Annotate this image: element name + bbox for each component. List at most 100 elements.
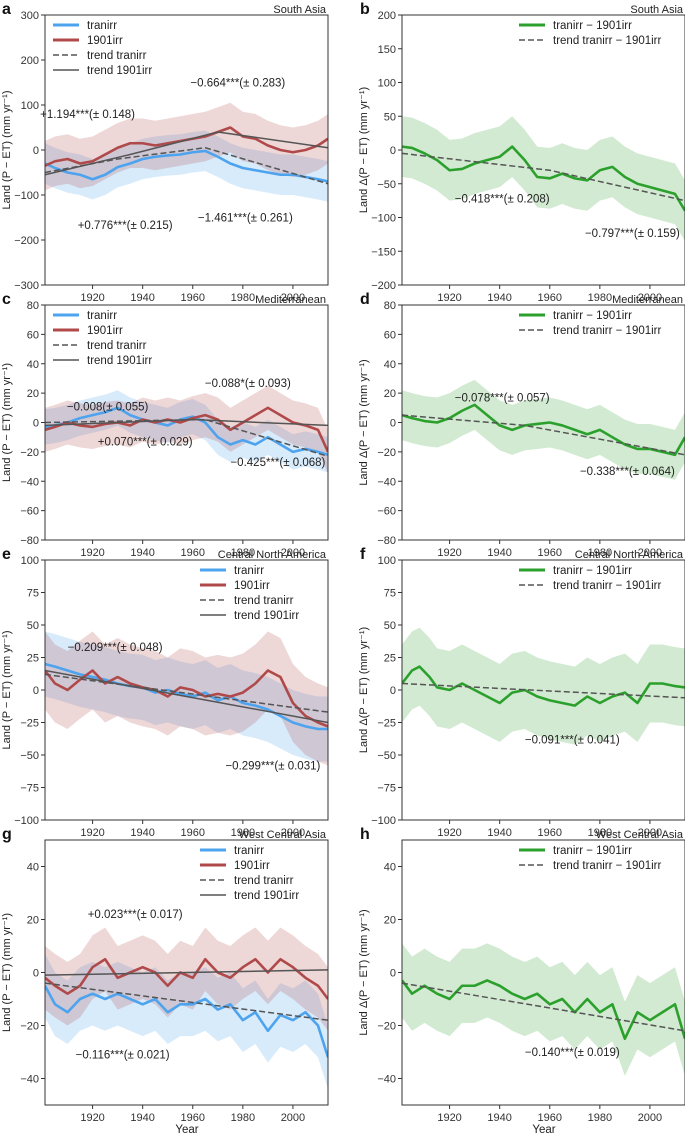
y-tick-label: 0 bbox=[390, 418, 396, 430]
annotation: −0.116***(± 0.021) bbox=[76, 1050, 170, 1062]
legend-label: trend tranirr − 1901irr bbox=[553, 580, 662, 592]
y-tick-label: 75 bbox=[384, 588, 396, 600]
x-tick-label: 2000 bbox=[281, 292, 305, 304]
y-tick-label: 80 bbox=[27, 300, 39, 312]
band-1901irr bbox=[45, 631, 328, 766]
panel-letter: d bbox=[360, 291, 370, 308]
y-tick-label: −40 bbox=[377, 1074, 396, 1086]
annotation: +0.776***(± 0.215) bbox=[78, 220, 173, 232]
y-tick-label: 80 bbox=[384, 300, 396, 312]
legend-label: tranirr bbox=[87, 310, 117, 322]
y-tick-label: −100 bbox=[14, 190, 39, 202]
x-tick-label: 1960 bbox=[181, 1112, 205, 1124]
legend-label: tranirr bbox=[234, 845, 264, 857]
band-1901irr bbox=[45, 927, 328, 1031]
annotation: −0.299***(± 0.031) bbox=[225, 760, 320, 772]
y-tick-label: −80 bbox=[20, 535, 39, 547]
annotation: −1.461***(± 0.261) bbox=[198, 213, 293, 225]
y-tick-label: −50 bbox=[377, 750, 396, 762]
y-tick-label: 75 bbox=[27, 588, 39, 600]
panel-e: −100 −75 −50 −25 0 25 50 75 100 1920 1940 1960 1980 2… bbox=[1, 546, 329, 839]
y-axis-label: Land (P − ET) (mm yr⁻¹) bbox=[1, 631, 13, 750]
y-tick-label: −25 bbox=[20, 718, 39, 730]
y-axis-label: Land (P − ET) (mm yr⁻¹) bbox=[1, 363, 13, 482]
y-tick-label: −20 bbox=[20, 447, 39, 459]
trend-line-trend-tranirr-1901irr bbox=[402, 682, 685, 699]
trend-line-trend-tranirr-1901irr bbox=[402, 414, 685, 456]
y-tick-label: −50 bbox=[377, 179, 396, 191]
y-tick-label: −20 bbox=[377, 1021, 396, 1033]
x-tick-label: 1940 bbox=[487, 547, 511, 559]
y-tick-label: −25 bbox=[377, 718, 396, 730]
trend-line-trend-1901irr bbox=[45, 669, 328, 724]
series-line-1901irr bbox=[45, 957, 328, 1000]
x-tick-label: 1980 bbox=[588, 547, 612, 559]
legend-label: trend tranirr bbox=[234, 595, 294, 607]
legend-label: tranirr − 1901irr bbox=[553, 565, 632, 577]
panel-title: Mediterranean bbox=[255, 294, 326, 306]
annotation: −0.797***(± 0.159) bbox=[585, 228, 680, 240]
x-tick-label: 1980 bbox=[231, 292, 255, 304]
y-tick-label: 0 bbox=[33, 968, 39, 980]
annotation: −0.091***(± 0.041) bbox=[525, 734, 620, 746]
y-axis-label: Land (P − ET) (mm yr⁻¹) bbox=[1, 91, 13, 210]
trend-line-trend-tranirr bbox=[45, 673, 328, 713]
annotation: −0.088*(± 0.093) bbox=[205, 378, 291, 390]
plot-area bbox=[402, 116, 685, 242]
legend-label: trend tranirr − 1901irr bbox=[553, 860, 662, 872]
x-tick-label: 1960 bbox=[181, 547, 205, 559]
series-line-tranirr bbox=[45, 985, 328, 1058]
panel-letter: a bbox=[2, 1, 11, 18]
x-tick-label: 1960 bbox=[538, 547, 562, 559]
trend-line-trend-tranirr bbox=[45, 982, 328, 1021]
y-tick-label: 60 bbox=[27, 329, 39, 341]
annotation: −0.078***(± 0.057) bbox=[455, 393, 550, 405]
band-tranirr-1901irr bbox=[402, 627, 685, 745]
plot-area bbox=[402, 943, 685, 1076]
x-tick-label: 1920 bbox=[80, 292, 104, 304]
y-axis-label: Land Δ(P − ET) (mm yr⁻¹) bbox=[358, 627, 370, 753]
y-tick-label: 50 bbox=[384, 111, 396, 123]
x-tick-label: 1960 bbox=[181, 292, 205, 304]
panel-letter: g bbox=[2, 826, 12, 843]
y-tick-label: −60 bbox=[20, 506, 39, 518]
band-tranirr bbox=[45, 953, 328, 1090]
plot-area bbox=[402, 627, 685, 745]
x-tick-label: 1920 bbox=[437, 547, 461, 559]
series-line-tranirr bbox=[45, 406, 328, 457]
y-tick-label: 40 bbox=[27, 862, 39, 874]
y-tick-label: −50 bbox=[20, 750, 39, 762]
x-tick-label: 2000 bbox=[281, 1112, 305, 1124]
y-tick-label: 100 bbox=[378, 555, 396, 567]
y-tick-label: 50 bbox=[384, 620, 396, 632]
x-tick-label: 1920 bbox=[80, 827, 104, 839]
y-tick-label: −20 bbox=[377, 447, 396, 459]
plot-area bbox=[45, 631, 328, 766]
series-line-tranirr bbox=[45, 662, 328, 731]
trend-line-trend-tranirr-1901irr bbox=[402, 152, 685, 202]
y-tick-label: 40 bbox=[384, 359, 396, 371]
y-tick-label: 100 bbox=[21, 100, 39, 112]
x-tick-label: 1960 bbox=[538, 827, 562, 839]
panel-letter: b bbox=[360, 1, 370, 18]
legend: tranirr − 1901irr trend tranirr − 1901irr bbox=[519, 310, 662, 337]
legend-label: trend 1901irr bbox=[87, 65, 152, 77]
y-axis-label: Land Δ(P − ET) (mm yr⁻¹) bbox=[358, 87, 370, 213]
y-tick-label: 200 bbox=[378, 10, 396, 22]
panel-h: −40 −20 0 20 40 1920 1940 1960 1980 2000 Land Δ(P … bbox=[358, 826, 685, 1124]
y-tick-label: 200 bbox=[21, 55, 39, 67]
panel-letter: c bbox=[2, 291, 11, 308]
y-tick-label: 0 bbox=[390, 968, 396, 980]
x-tick-label: 1980 bbox=[588, 1112, 612, 1124]
x-axis-label-right: Year bbox=[532, 1124, 555, 1136]
x-tick-label: 1940 bbox=[487, 292, 511, 304]
panel-title: West Central Asia bbox=[239, 829, 327, 841]
y-tick-label: 25 bbox=[27, 653, 39, 665]
y-axis-label: Land (P − ET) (mm yr⁻¹) bbox=[1, 913, 13, 1032]
legend-label: trend 1901irr bbox=[234, 890, 299, 902]
x-tick-label: 1960 bbox=[538, 292, 562, 304]
annotation: +0.023***(± 0.017) bbox=[88, 909, 183, 921]
x-tick-label: 1940 bbox=[130, 827, 154, 839]
legend: tranirr − 1901irr trend tranirr − 1901irr bbox=[519, 565, 662, 592]
annotation: −0.338***(± 0.064) bbox=[580, 466, 675, 478]
